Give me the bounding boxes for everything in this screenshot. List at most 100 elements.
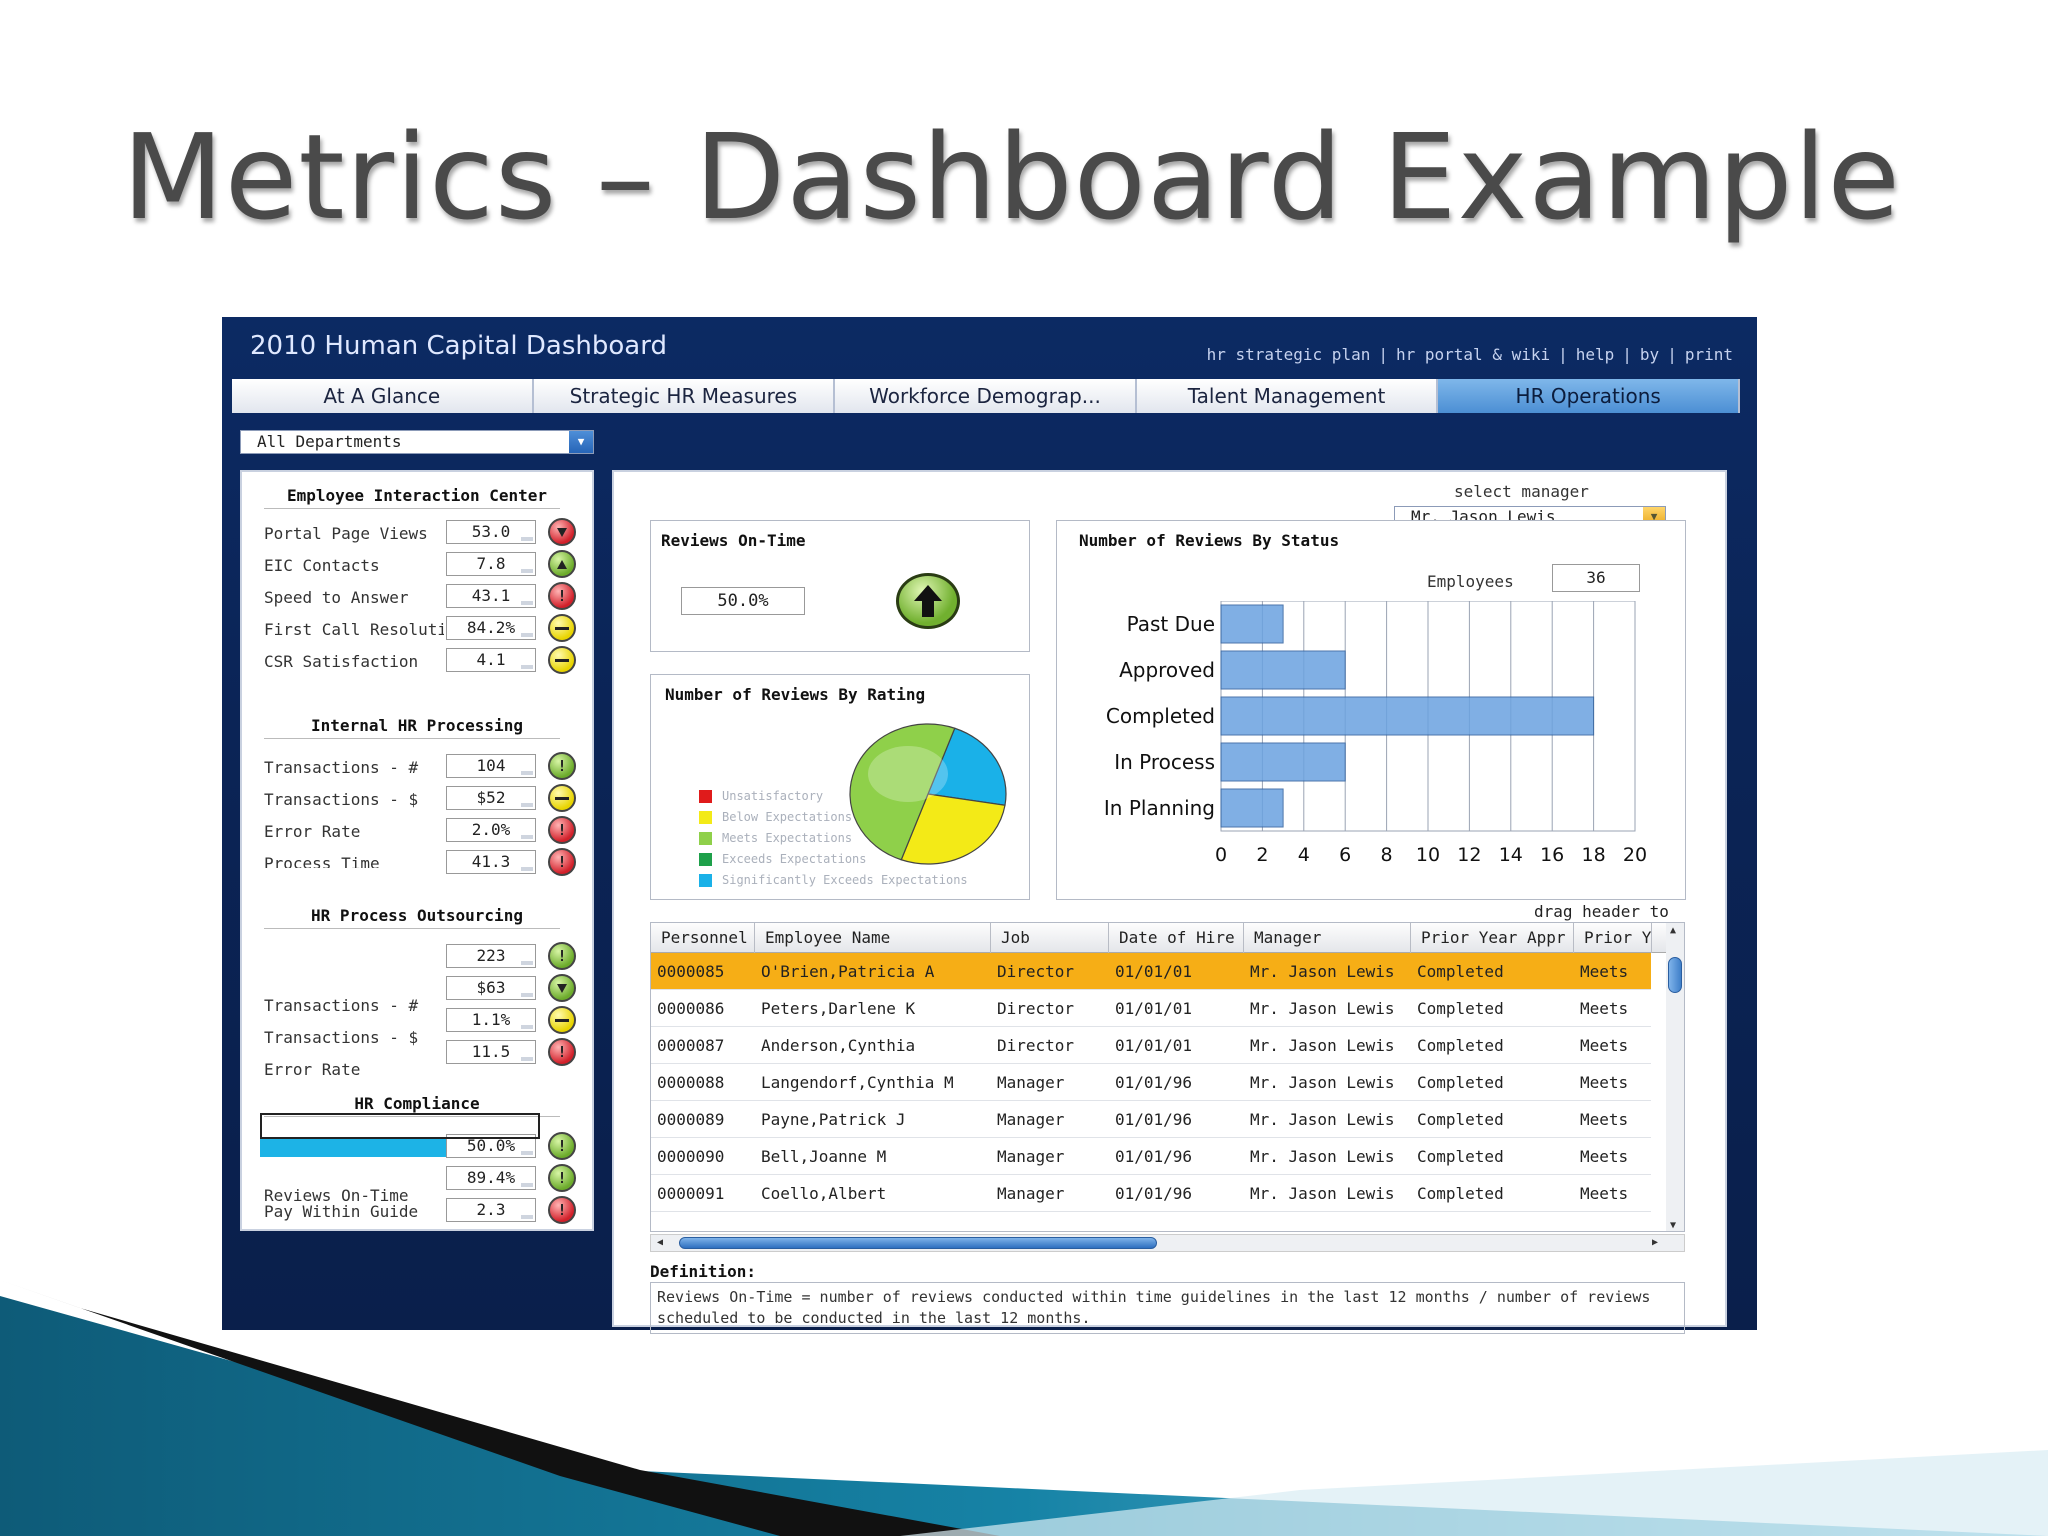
reviews-by-status-title: Number of Reviews By Status (1079, 531, 1340, 550)
chevron-down-icon[interactable]: ▼ (569, 431, 593, 453)
red-status-exclamation-icon (548, 582, 576, 610)
table-cell: Mr. Jason Lewis (1250, 1110, 1395, 1129)
select-manager-label: select manager (1454, 482, 1589, 501)
grid-column-header[interactable]: Prior Y (1574, 923, 1652, 953)
table-row[interactable]: 0000090 Bell,Joanne M Manager 01/01/96 Mr. J… (651, 1138, 1651, 1175)
reviews-by-rating-card: Number of Reviews By Rating Unsatisfacto… (650, 674, 1030, 900)
red-status-exclamation-icon (548, 1196, 576, 1224)
definition-text: Reviews On-Time = number of reviews cond… (650, 1282, 1685, 1334)
metric-value: 43.1 (446, 584, 536, 608)
horizontal-scroll-thumb[interactable] (679, 1237, 1157, 1249)
link-by[interactable]: by (1639, 345, 1660, 364)
table-cell: Completed (1417, 1147, 1504, 1166)
table-cell: Meets (1580, 1073, 1629, 1092)
table-row[interactable]: 0000091 Coello,Albert Manager 01/01/96 Mr. J… (651, 1175, 1651, 1212)
grid-column-header[interactable]: Manager (1244, 923, 1411, 953)
link-print[interactable]: print (1684, 345, 1733, 364)
grid-column-header[interactable]: Job (991, 923, 1109, 953)
reviews-by-rating-pie-chart (849, 723, 1007, 865)
scroll-left-icon[interactable]: ◀ (657, 1237, 664, 1248)
table-cell: Mr. Jason Lewis (1250, 1073, 1395, 1092)
metric-label: EIC Contacts (264, 556, 380, 575)
tab-hr-operations[interactable]: HR Operations (1438, 379, 1740, 413)
metric-value: 84.2% (446, 616, 536, 640)
x-tick-label: 10 (1416, 844, 1440, 866)
table-cell: 01/01/01 (1115, 962, 1193, 981)
table-cell: Meets (1580, 999, 1629, 1018)
scroll-right-icon[interactable]: ▶ (1651, 1237, 1658, 1248)
y-category-label: Approved (1119, 658, 1215, 682)
department-select[interactable]: All Departments ▼ (240, 430, 594, 454)
tab-workforce-demographics[interactable]: Workforce Demograp... (835, 379, 1137, 413)
link-hr-portal-wiki[interactable]: hr portal & wiki (1395, 345, 1551, 364)
scroll-down-icon[interactable]: ▼ (1670, 1220, 1677, 1231)
metric-label: Transactions - $ (264, 1028, 419, 1047)
table-cell: Completed (1417, 1110, 1504, 1129)
metric-value: 53.0 (446, 520, 536, 544)
metric-value: 223 (446, 944, 536, 968)
left-metrics-panel: Employee Interaction Center Portal Page V… (240, 470, 594, 1231)
metric-value: 1.1% (446, 1008, 536, 1032)
reviews-on-time-value: 50.0% (681, 587, 805, 615)
legend-swatch (699, 873, 712, 887)
grid-column-header[interactable]: Date of Hire (1109, 923, 1244, 953)
y-category-label: Completed (1106, 704, 1215, 728)
x-tick-label: 6 (1339, 844, 1351, 866)
x-tick-label: 2 (1256, 844, 1268, 866)
grid-header: Personnel Employee Name Job Date of Hire Man… (651, 923, 1684, 953)
metric-value: 11.5 (446, 1040, 536, 1064)
metric-value: $63 (446, 976, 536, 1000)
tab-at-a-glance[interactable]: At A Glance (232, 379, 534, 413)
grid-column-header[interactable]: Prior Year Appr (1411, 923, 1574, 953)
table-cell: Completed (1417, 1073, 1504, 1092)
decorative-swoosh (0, 1280, 2048, 1536)
horizontal-scrollbar[interactable]: ◀ ▶ (650, 1234, 1685, 1252)
metric-label: Transactions - # (264, 996, 419, 1015)
section-divider (264, 928, 560, 929)
reviews-on-time-card: Reviews On-Time 50.0% (650, 520, 1030, 652)
table-cell: Manager (997, 1110, 1065, 1129)
table-cell: Meets (1580, 1110, 1629, 1129)
x-tick-label: 20 (1623, 844, 1647, 866)
table-cell: 0000090 (657, 1147, 725, 1166)
table-row[interactable]: 0000087 Anderson,Cynthia Director 01/01/01 M… (651, 1027, 1651, 1064)
metric-label: Reviews On-Time (264, 1186, 409, 1205)
bar (1220, 604, 1284, 644)
section-title: HR Process Outsourcing (311, 906, 523, 925)
grid-column-header[interactable]: Personnel (651, 923, 755, 953)
reviews-by-status-bar-chart: 0 2 4 6 8 10 12 14 16 18 20 Past Due Approved Complet… (1104, 601, 1647, 866)
table-cell: 0000086 (657, 999, 725, 1018)
link-help[interactable]: help (1575, 345, 1615, 364)
table-cell: Director (997, 962, 1075, 981)
bar (1220, 788, 1284, 828)
y-category-label: In Planning (1104, 796, 1215, 820)
employees-label: Employees (1427, 572, 1514, 591)
metric-value: 89.4% (446, 1166, 536, 1190)
scroll-up-icon[interactable]: ▲ (1670, 925, 1677, 936)
legend-label: Below Expectations (722, 810, 853, 824)
table-row[interactable]: 0000085 O'Brien,Patricia A Director 01/01/0… (651, 953, 1651, 990)
employees-value: 36 (1552, 564, 1640, 592)
grid-column-header[interactable]: Employee Name (755, 923, 991, 953)
table-cell: Manager (997, 1073, 1065, 1092)
link-hr-strategic-plan[interactable]: hr strategic plan (1206, 345, 1371, 364)
table-row[interactable]: 0000089 Payne,Patrick J Manager 01/01/96 Mr.… (651, 1101, 1651, 1138)
green-status-up-arrow-icon (548, 550, 576, 578)
metric-label: Speed to Answer (264, 588, 409, 607)
tab-strategic-hr-measures[interactable]: Strategic HR Measures (533, 379, 836, 413)
yellow-status-neutral-icon (548, 784, 576, 812)
table-cell: 01/01/96 (1115, 1110, 1193, 1129)
table-cell: 0000089 (657, 1110, 725, 1129)
red-status-exclamation-icon (548, 1038, 576, 1066)
legend-swatch (699, 789, 712, 803)
table-row[interactable]: 0000086 Peters,Darlene K Director 01/01/01 M… (651, 990, 1651, 1027)
section-title: Employee Interaction Center (286, 486, 548, 505)
metric-label: First Call Resolutio (264, 620, 444, 639)
legend-swatch (699, 852, 712, 866)
main-panel: select manager Mr. Jason Lewis ▼ Reviews… (612, 470, 1727, 1334)
vertical-scroll-thumb[interactable] (1668, 957, 1682, 993)
table-row[interactable]: 0000088 Langendorf,Cynthia M Manager 01/01/… (651, 1064, 1651, 1101)
table-cell: Meets (1580, 1036, 1629, 1055)
vertical-scrollbar[interactable]: ▲ ▼ (1666, 923, 1684, 1231)
tab-talent-management[interactable]: Talent Management (1136, 379, 1439, 413)
